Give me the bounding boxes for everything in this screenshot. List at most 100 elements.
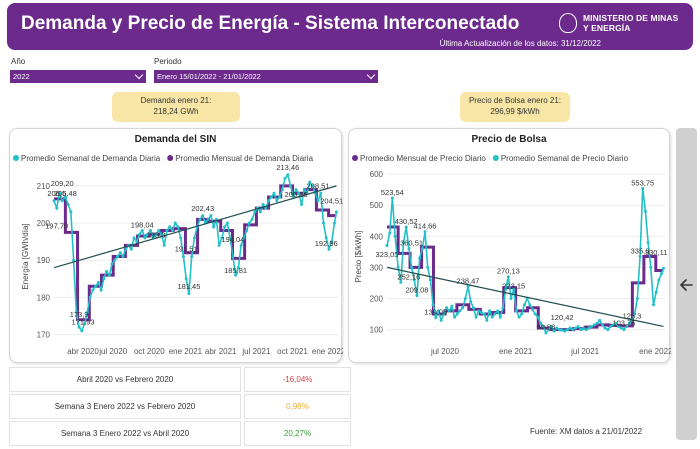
data-point [91,288,95,292]
data-point [587,326,591,330]
legend-marker [352,155,358,161]
data-point [461,306,465,310]
price-chart-card: Precio de Bolsa Promedio Mensual de Prec… [348,128,671,363]
data-point [600,323,604,327]
data-point [96,281,100,285]
data-point [651,303,655,307]
side-nav-panel[interactable] [676,128,697,440]
data-point [69,210,73,214]
data-label: 223,15 [502,281,525,290]
data-point [504,287,508,291]
data-point [571,328,575,332]
data-point [388,231,392,235]
comparison-label: Semana 3 Enero 2022 vs Febrero 2020 [9,394,241,419]
data-label: 120,42 [551,313,574,322]
trend-line [53,185,337,269]
data-point [269,195,273,199]
data-point [261,202,265,206]
x-tick-label: ene 2021 [499,347,533,356]
data-point [633,312,637,316]
data-point [121,255,125,258]
data-point [536,315,540,319]
data-point [190,255,194,258]
year-select[interactable]: 2022 [10,70,146,83]
x-tick-label: ene 2021 [169,347,203,356]
data-point [239,243,243,247]
data-point [598,318,602,322]
data-label: 208,51 [307,181,330,190]
data-point [410,265,414,269]
data-point [541,324,545,328]
data-label: 191,51 [175,245,198,254]
legend-label: Promedio Mensual de Precio Diario [360,154,486,163]
y-axis-label: Energía [GWh/día] [21,223,30,289]
y-tick-label: 210 [37,182,51,191]
data-point [165,228,169,232]
data-point [611,323,615,327]
data-point [643,209,647,213]
page-title: Demanda y Precio de Energía - Sistema In… [21,13,520,34]
data-point [83,321,87,325]
data-point [192,236,196,240]
data-point [660,272,664,276]
data-point [52,199,56,203]
data-label: 252,16 [397,272,420,281]
data-point [463,296,467,300]
data-point [485,318,489,322]
period-select-value: Enero 15/01/2022 - 21/01/2022 [157,72,261,81]
data-point [157,228,161,232]
y-axis-label: Precio [$/kWh] [354,230,363,282]
data-point [657,278,661,282]
data-point [63,195,67,199]
period-select[interactable]: Enero 15/01/2022 - 21/01/2022 [154,70,378,83]
data-label: 206,26 [285,190,308,199]
data-point [563,329,567,333]
data-label: 173,9 [70,310,89,319]
x-tick-label: jul 2021 [570,347,600,356]
data-point [116,255,120,258]
data-point [113,258,117,262]
data-point [539,321,543,325]
data-point [396,265,400,269]
data-point [146,232,150,236]
data-point [606,328,610,332]
coat-of-arms-icon [559,13,577,33]
data-point [453,315,457,319]
legend-label: Promedio Mensual de Demanda Diaria [175,154,313,163]
legend-marker [492,155,499,161]
data-point [289,184,293,188]
y-tick-label: 180 [37,293,51,302]
y-tick-label: 100 [370,326,384,335]
data-point [649,265,653,269]
data-label: 185,81 [224,266,247,275]
data-point [118,251,122,255]
data-point [436,309,440,313]
data-point [209,214,213,218]
data-point [316,199,320,203]
data-label: 125,3 [623,312,642,321]
data-point [212,225,216,229]
data-point [565,328,569,332]
data-point [247,221,251,225]
data-label: 270,13 [497,267,520,276]
trend-line [386,266,664,328]
data-point [434,315,438,319]
data-point [466,285,470,289]
arrow-left-icon[interactable] [679,278,694,292]
data-point [85,310,89,314]
data-point [278,195,282,199]
data-point [250,217,254,221]
data-point [60,199,64,203]
data-point [418,256,422,260]
data-point [442,312,446,316]
comparison-value: 20,27% [244,421,351,446]
data-point [129,247,133,251]
data-point [469,300,473,304]
data-point [496,309,500,313]
comparison-value: 0,98% [244,394,351,419]
series-line-semanal [53,172,338,333]
data-point [308,180,312,184]
data-label: 197,70 [45,222,68,231]
data-point [603,326,607,330]
data-point [154,232,158,236]
